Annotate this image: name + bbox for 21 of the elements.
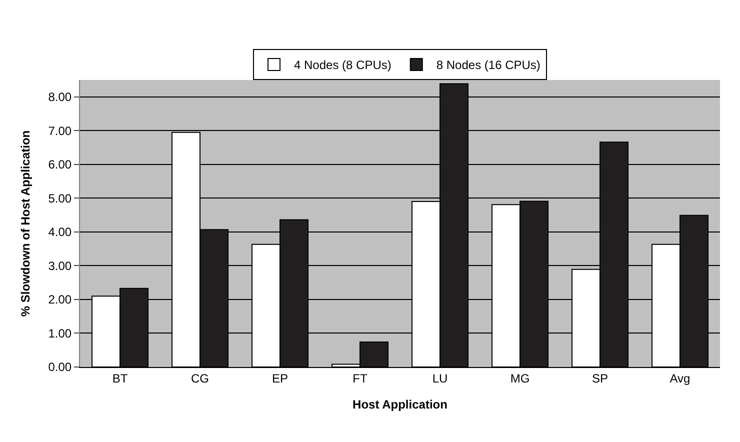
- y-tick-label: 4.00: [48, 225, 72, 240]
- y-tick-label: 1.00: [48, 326, 72, 340]
- x-tick-label: SP: [592, 371, 608, 386]
- y-tick-label: 7.00: [48, 124, 72, 138]
- y-tick-label: 3.00: [48, 258, 72, 273]
- y-tick-label: 0.00: [48, 360, 72, 374]
- x-tick-label: EP: [272, 371, 288, 386]
- y-tick-label: 6.00: [48, 158, 72, 172]
- y-tick-label: 5.00: [48, 191, 72, 206]
- x-tick-label: MG: [510, 371, 530, 386]
- x-axis-title: Host Application: [352, 397, 448, 412]
- legend-label: 4 Nodes (8 CPUs): [294, 58, 392, 72]
- x-tick-label: BT: [112, 371, 128, 386]
- y-tick-label: 8.00: [48, 90, 72, 104]
- legend-label: 8 Nodes (16 CPUs): [436, 58, 540, 72]
- y-axis-title: % Slowdown of Host Application: [18, 130, 33, 317]
- y-tick-label: 2.00: [48, 292, 72, 307]
- x-tick-label: LU: [432, 371, 448, 386]
- x-tick-label: Avg: [670, 371, 690, 386]
- x-tick-label: FT: [352, 371, 368, 386]
- x-tick-label: CG: [191, 371, 209, 386]
